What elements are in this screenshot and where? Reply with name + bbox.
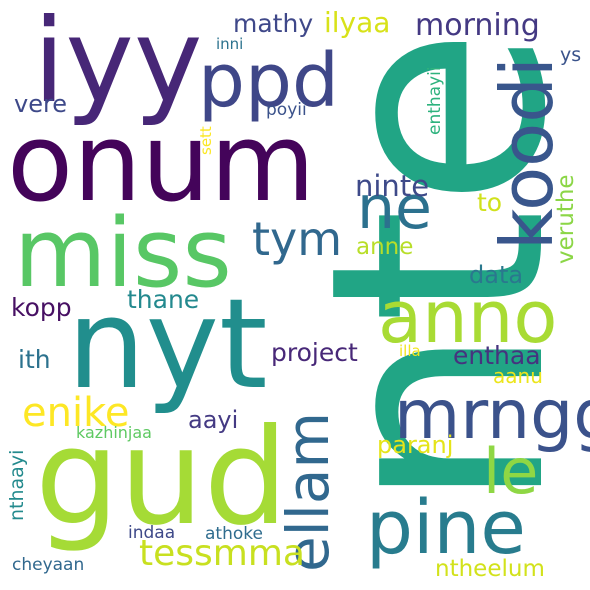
word-ppd: ppd: [198, 38, 339, 124]
word-illa: illa: [399, 342, 421, 360]
word-mathy: mathy: [233, 9, 314, 38]
word-thane: thane: [127, 285, 200, 314]
word-enthayii: enthayii: [425, 66, 445, 135]
word-cheyaan: cheyaan: [12, 555, 85, 575]
word-tym: tym: [252, 212, 343, 266]
word-miss: miss: [14, 199, 232, 309]
word-enthaa: enthaa: [453, 341, 541, 370]
word-enike: enike: [22, 390, 130, 436]
word-paranj: paranj: [377, 431, 454, 459]
word-kopp: kopp: [11, 293, 72, 322]
word-iyy: iyy: [33, 0, 203, 129]
word-nthaayi: nthaayi: [6, 449, 28, 521]
word-nyt: nyt: [67, 273, 268, 417]
word-veruthe: veruthe: [553, 174, 579, 264]
word-poyii: poyii: [266, 100, 307, 120]
word-project: project: [271, 338, 358, 367]
word-morning: morning: [415, 8, 540, 43]
word-onum: onum: [7, 101, 316, 226]
word-kazhinjaa: kazhinjaa: [76, 423, 152, 442]
word-gud: gud: [35, 401, 289, 555]
word-ys: ys: [560, 44, 582, 66]
word-vere: vere: [14, 90, 68, 118]
word-pine: pine: [366, 485, 526, 571]
word-ntheelum: ntheelum: [435, 556, 545, 582]
word-mrngg: mrngg: [394, 376, 590, 455]
word-athoke: athoke: [205, 524, 263, 544]
word-ne: ne: [357, 173, 432, 243]
word-data: data: [469, 261, 524, 289]
word-ith: ith: [18, 345, 51, 374]
word-anno: anno: [378, 275, 558, 359]
word-ilyaa: ilyaa: [324, 6, 391, 39]
word-tessmma: tessmma: [139, 533, 305, 574]
word-aanu: aanu: [493, 364, 543, 388]
word-ninte: ninte: [355, 169, 430, 203]
word-le: le: [483, 435, 539, 508]
word-inni: inni: [216, 35, 244, 53]
word-anne: anne: [356, 234, 414, 260]
word-indaa: indaa: [128, 523, 176, 543]
word-aayi: aayi: [188, 406, 239, 434]
word-sett: sett: [197, 126, 215, 155]
word-to: to: [477, 188, 503, 217]
